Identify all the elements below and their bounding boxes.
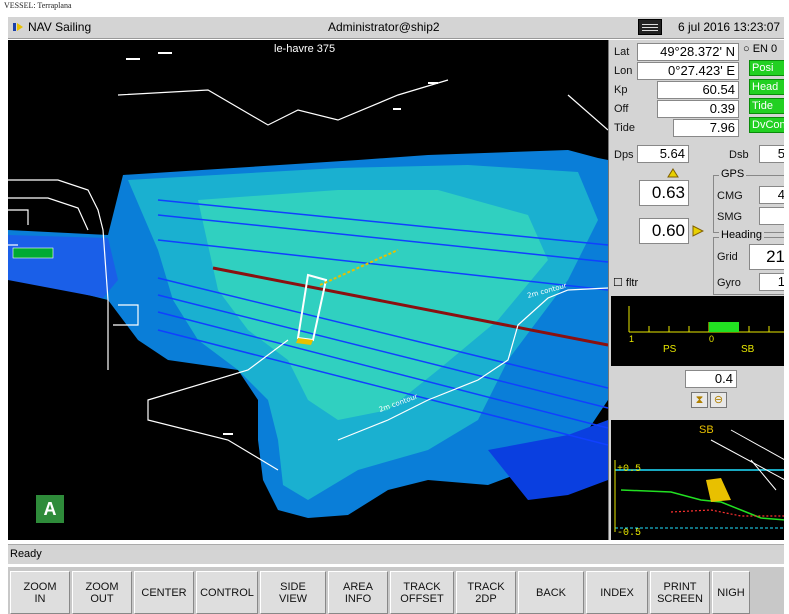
status-text: Ready	[10, 548, 42, 560]
bathymetry-map[interactable]: 2m contour 2m contour	[8, 40, 608, 540]
tide-label: Tide	[614, 122, 635, 134]
dsb-value: 5	[759, 145, 784, 163]
off-label: Off	[614, 103, 629, 115]
filter-label: fltr	[625, 277, 639, 289]
side-view[interactable]: SB +0.5 -0.5	[611, 420, 784, 540]
hourglass-button[interactable]: ⧗	[691, 392, 708, 408]
vessel-icon[interactable]	[296, 249, 399, 345]
side-view-sb-label: SB	[699, 424, 714, 436]
active-track-line	[212, 266, 608, 347]
side-view-graphic	[614, 429, 784, 532]
zoom-out-button[interactable]: ZOOM OUT	[72, 571, 132, 614]
control-button[interactable]: CONTROL	[196, 571, 258, 614]
ps-sb-scale: 1 0 PS SB	[611, 296, 784, 366]
dps-value: 5.64	[637, 145, 689, 163]
lat-label: Lat	[614, 46, 630, 58]
logged-in-user: Administrator@ship2	[328, 20, 440, 34]
index-button[interactable]: INDEX	[586, 571, 648, 614]
app-title: NAV Sailing	[12, 20, 91, 34]
en-radio[interactable]: ○ EN 0	[743, 43, 778, 55]
quay-outlines	[8, 79, 608, 471]
scale-center-tick: 0	[709, 334, 715, 344]
heading-status-button[interactable]: Head	[749, 79, 784, 95]
right-triangle-icon	[692, 225, 704, 237]
upper-offset-value: 0.63	[639, 180, 689, 206]
dps-label: Dps	[614, 149, 634, 161]
smg-value	[759, 207, 784, 225]
date-time: 6 jul 2016 13:23:07	[678, 20, 781, 34]
scale-indicator	[709, 322, 739, 332]
sb-label: SB	[741, 344, 755, 355]
side-view-bottom-tick: -0.5	[617, 528, 642, 539]
status-bar: Ready	[8, 544, 784, 564]
filter-checkbox[interactable]: ☐ fltr	[613, 277, 639, 289]
gyro-label: Gyro	[717, 277, 741, 289]
figure-badge: A	[36, 495, 64, 523]
ship-logo-icon	[13, 23, 23, 31]
info-panel: Lat 49°28.372' N ○ EN 0 Lon 0°27.423' E …	[608, 40, 784, 540]
keyboard-icon[interactable]	[638, 19, 662, 35]
cmg-value: 4	[759, 186, 784, 204]
function-button-bar: ZOOM IN ZOOM OUT CENTER CONTROL SIDE VIE…	[8, 567, 784, 614]
fit-button[interactable]: ⊖	[710, 392, 727, 408]
smg-label: SMG	[717, 211, 743, 223]
center-button[interactable]: CENTER	[134, 571, 194, 614]
back-button[interactable]: BACK	[518, 571, 584, 614]
grid-label: Grid	[717, 251, 738, 263]
scale-graphic	[628, 306, 784, 333]
location-label: le-havre 375	[274, 43, 336, 55]
area-info-button[interactable]: AREA INFO	[328, 571, 388, 614]
kp-value: 60.54	[657, 81, 739, 99]
side-view-button[interactable]: SIDE VIEW	[260, 571, 326, 614]
kp-label: Kp	[614, 84, 628, 96]
print-screen-button[interactable]: PRINT SCREEN	[650, 571, 710, 614]
shallower-area	[198, 190, 548, 420]
depth-contour	[337, 287, 608, 441]
en-radio-label: EN 0	[752, 43, 778, 55]
lat-value: 49°28.372' N	[637, 43, 739, 61]
scale-left-tick: 1	[629, 334, 635, 344]
off-value: 0.39	[657, 100, 739, 118]
map-markers	[126, 52, 438, 435]
track-2dp-button[interactable]: TRACK 2DP	[456, 571, 516, 614]
lon-label: Lon	[614, 65, 633, 77]
lon-value: 0°27.423' E	[637, 62, 739, 80]
chart-view[interactable]: 2m contour 2m contour le-havre 375 A	[8, 40, 608, 540]
cmg-label: CMG	[717, 190, 743, 202]
night-button[interactable]: NIGH	[712, 571, 750, 614]
vessel-side-icon	[706, 459, 777, 502]
zoom-value: 0.4	[685, 370, 737, 388]
position-status-button[interactable]: Posi	[749, 60, 784, 76]
lower-offset-value: 0.60	[639, 218, 689, 244]
title-bar: NAV Sailing Administrator@ship2 6 jul 20…	[8, 17, 784, 39]
deep-area	[488, 420, 608, 500]
small-vessel-marker[interactable]	[12, 247, 54, 259]
heading-title: Heading	[719, 229, 764, 241]
grid-value: 21	[749, 244, 784, 270]
ps-label: PS	[663, 344, 677, 355]
zoom-in-button[interactable]: ZOOM IN	[10, 571, 70, 614]
track-lines	[157, 199, 608, 446]
gyro-value: 1	[759, 273, 784, 291]
up-triangle-icon	[667, 168, 679, 178]
tide-status-button[interactable]: Tide	[749, 98, 784, 114]
dsb-label: Dsb	[729, 149, 749, 161]
tide-value: 7.96	[673, 119, 739, 137]
dvcon-status-button[interactable]: DvCon	[749, 117, 784, 133]
gps-title: GPS	[719, 168, 747, 180]
side-view-top-tick: +0.5	[617, 464, 642, 475]
track-offset-button[interactable]: TRACK OFFSET	[390, 571, 454, 614]
app-name: NAV Sailing	[28, 20, 92, 34]
vessel-caption: VESSEL: Terraplana	[4, 1, 72, 10]
deep-area-west	[8, 235, 118, 298]
